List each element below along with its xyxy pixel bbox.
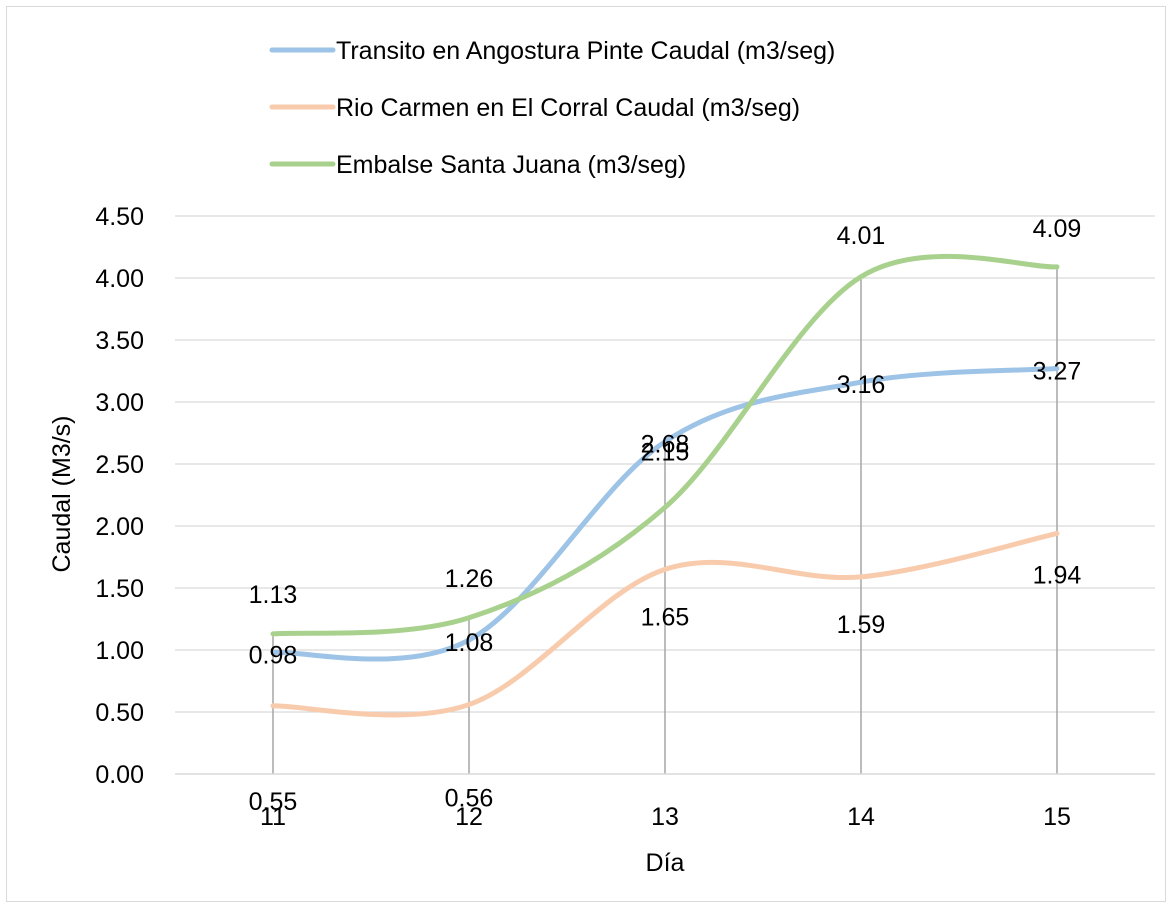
chart-area xyxy=(6,6,1166,902)
y-tick-label-8: 4.00 xyxy=(95,265,144,293)
data-label-s2-1: 1.26 xyxy=(445,565,494,593)
y-tick-label-0: 0.00 xyxy=(95,761,144,789)
legend: Transito en Angostura Pinte Caudal (m3/s… xyxy=(269,37,835,179)
x-tick-label-4: 15 xyxy=(1043,803,1071,831)
x-tick-label-3: 14 xyxy=(847,803,875,831)
y-tick-label-6: 3.00 xyxy=(95,389,144,417)
drop-lines xyxy=(272,266,1058,774)
x-axis: 11 12 13 14 15 xyxy=(175,773,1155,831)
series-lines xyxy=(270,253,1060,718)
series-line-2 xyxy=(270,253,1060,637)
legend-label-2: Embalse Santa Juana (m3/seg) xyxy=(336,151,686,179)
y-tick-label-7: 3.50 xyxy=(95,327,144,355)
series-line-1 xyxy=(270,530,1060,718)
data-label-s2-0: 1.13 xyxy=(249,581,298,609)
y-tick-label-1: 0.50 xyxy=(95,699,144,727)
data-label-s1-1: 0.56 xyxy=(445,785,494,813)
x-tick-label-2: 13 xyxy=(651,803,679,831)
data-labels: 0.98 1.08 2.68 3.16 3.27 0.55 0.56 1.65 1.59 1.94… xyxy=(249,215,1082,816)
data-label-s0-2: 2.68 xyxy=(641,431,690,459)
legend-label-1: Rio Carmen en El Corral Caudal (m3/seg) xyxy=(336,94,800,122)
data-label-s0-4: 3.27 xyxy=(1033,358,1082,386)
data-label-s2-3: 4.01 xyxy=(837,222,886,250)
y-axis: 0.00 0.50 1.00 1.50 2.00 2.50 3.00 3.50 4.00 4.50 xyxy=(95,203,144,789)
y-tick-label-3: 1.50 xyxy=(95,575,144,603)
data-label-s1-2: 1.65 xyxy=(641,603,690,631)
data-label-s2-4: 4.09 xyxy=(1033,215,1082,243)
legend-label-0: Transito en Angostura Pinte Caudal (m3/s… xyxy=(336,37,835,65)
data-label-s0-0: 0.98 xyxy=(249,641,298,669)
data-label-s0-1: 1.08 xyxy=(445,629,494,657)
x-tick-label-1: 12 xyxy=(455,803,483,831)
y-tick-label-4: 2.00 xyxy=(95,513,144,541)
y-tick-label-9: 4.50 xyxy=(95,203,144,231)
series-line-0 xyxy=(270,366,1060,662)
x-axis-title: Día xyxy=(646,849,685,877)
x-tick-label-0: 11 xyxy=(260,803,286,831)
y-tick-label-5: 2.50 xyxy=(95,451,144,479)
y-axis-title: Caudal (M3/s) xyxy=(48,416,76,573)
data-label-s1-0: 0.55 xyxy=(249,788,298,816)
data-label-s2-2: 2.15 xyxy=(641,438,690,466)
y-tick-label-2: 1.00 xyxy=(95,637,144,665)
data-label-s0-3: 3.16 xyxy=(837,371,886,399)
data-label-s1-3: 1.59 xyxy=(837,611,886,639)
data-label-s1-4: 1.94 xyxy=(1033,561,1082,589)
